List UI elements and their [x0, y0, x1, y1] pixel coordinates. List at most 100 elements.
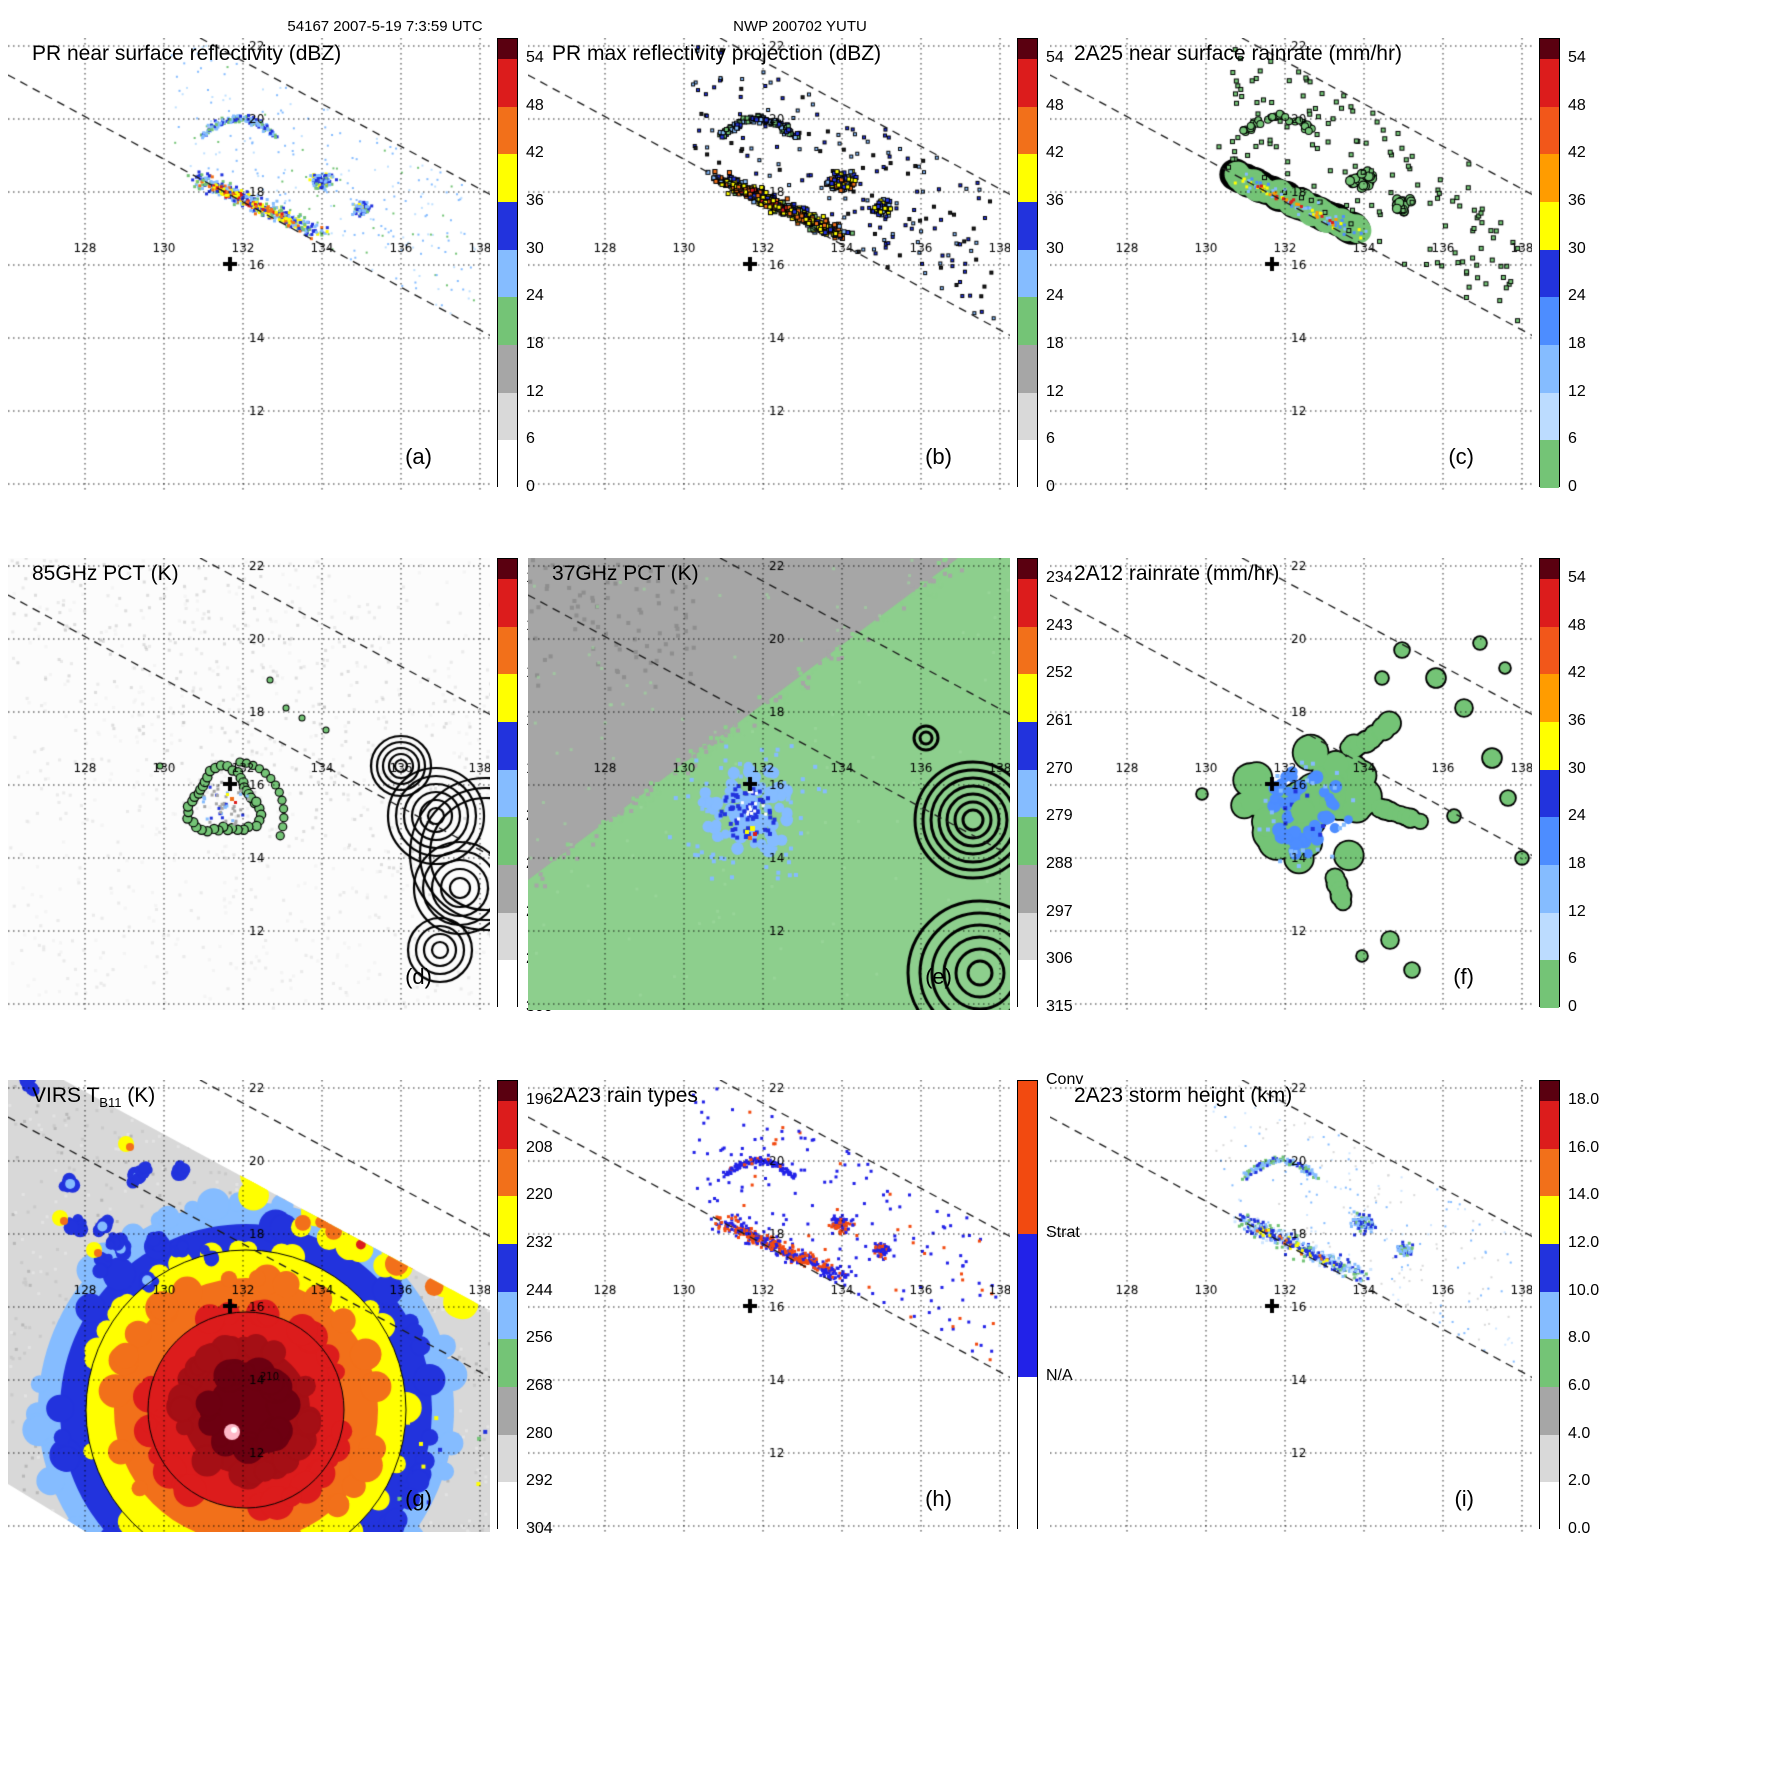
colorbar-tick-label: 2.0 [1568, 1472, 1591, 1490]
colorbar-segment [1018, 39, 1037, 60]
colorbar-segment [1540, 1244, 1559, 1293]
panel-e: 37GHz PCT (K) (e) 2342432522612702792882… [520, 550, 1110, 1085]
panel-f: 2A12 rainrate (mm/hr) (f) 54 48 42 36 30 24 18… [1042, 550, 1632, 1085]
colorbar-segment [1018, 345, 1037, 394]
panel-letter: (f) [1453, 964, 1474, 989]
colorbar-tick-label: 36 [1568, 712, 1586, 730]
colorbar-tick-label: 12.0 [1568, 1234, 1600, 1252]
colorbar-segment [1018, 1377, 1037, 1531]
colorbar-segment [1018, 249, 1037, 298]
colorbar-segment [498, 392, 517, 441]
map-canvas [8, 38, 490, 490]
colorbar-tick-label: 4.0 [1568, 1424, 1591, 1442]
colorbar-segment [498, 769, 517, 818]
panel-title: 37GHz PCT (K) [552, 562, 699, 585]
colorbar-segment [1540, 559, 1559, 580]
colorbar-segment [498, 345, 517, 394]
colorbar-tick-label: 6 [1568, 950, 1577, 968]
colorbar-segment [498, 1196, 517, 1245]
map-canvas [1050, 558, 1532, 1010]
map-h: 2A23 rain types (h) [528, 1080, 1010, 1532]
colorbar-tick-label: 42 [1568, 144, 1586, 162]
colorbar-segment [498, 960, 517, 1009]
colorbar-segment [1018, 769, 1037, 818]
map-canvas [528, 1080, 1010, 1532]
colorbar-segment [498, 440, 517, 489]
panel-letter: (e) [925, 964, 952, 989]
colorbar-segment [1018, 297, 1037, 346]
colorbar [1017, 1080, 1038, 1531]
colorbar-tick-label: 6 [1568, 430, 1577, 448]
panel-title: 85GHz PCT (K) [32, 562, 179, 585]
map-e: 37GHz PCT (K) (e) [528, 558, 1010, 1010]
colorbar-segment [498, 579, 517, 628]
map-f: 2A12 rainrate (mm/hr) (f) [1050, 558, 1532, 1010]
colorbar-segment [1018, 912, 1037, 961]
title-pre: VIRS T [32, 1084, 100, 1107]
colorbar-container: 18.0 16.0 14.0 12.0 10.0 8.0 6.0 4.0 2.0 0.0 [1539, 1080, 1631, 1550]
colorbar-segment [1018, 59, 1037, 108]
colorbar-tick-label: 48 [1568, 96, 1586, 114]
colorbar [497, 1080, 518, 1531]
map-c: 2A25 near surface rainrate (mm/hr) (c) [1050, 38, 1532, 490]
colorbar-segment [1018, 865, 1037, 914]
colorbar [1539, 1080, 1560, 1531]
colorbar-segment [498, 1244, 517, 1293]
colorbar-segment [1018, 1233, 1037, 1378]
colorbar-segment [1018, 440, 1037, 489]
colorbar [1017, 558, 1038, 1009]
title-sub: B11 [99, 1095, 122, 1111]
panel-letter: (a) [405, 444, 432, 469]
map-canvas [1050, 1080, 1532, 1532]
colorbar-segment [1540, 154, 1559, 203]
colorbar-segment [1018, 722, 1037, 771]
colorbar-segment [498, 202, 517, 251]
title-post: (K) [121, 1084, 156, 1107]
colorbar-tick-label: 8.0 [1568, 1329, 1591, 1347]
map-a: PR near surface reflectivity (dBZ) (a) [8, 38, 490, 490]
colorbar-tick-label: 18 [1568, 855, 1586, 873]
colorbar-tick-label: 0.0 [1568, 1520, 1591, 1537]
colorbar-segment [1018, 1081, 1037, 1235]
colorbar-tick-label: 54 [1568, 49, 1586, 67]
colorbar-segment [1540, 1291, 1559, 1340]
colorbar-segment [1540, 769, 1559, 818]
map-i: 2A23 storm height (km) (i) [1050, 1080, 1532, 1532]
colorbar-tick-label: 48 [1568, 616, 1586, 634]
colorbar [1539, 558, 1560, 1009]
colorbar-segment [1540, 626, 1559, 675]
colorbar-container: ConvStratN/A [1017, 1071, 1109, 1550]
colorbar-segment [1018, 106, 1037, 155]
colorbar-segment [498, 674, 517, 723]
colorbar-segment [1540, 1081, 1559, 1102]
panel-letter: (i) [1454, 1486, 1474, 1511]
colorbar-segment [1540, 39, 1559, 60]
colorbar-segment [1018, 392, 1037, 441]
map-canvas [528, 558, 1010, 1010]
colorbar-segment [498, 1434, 517, 1483]
panel-i: 2A23 storm height (km) (i) 18.0 16.0 14.0 1… [1042, 1072, 1632, 1607]
colorbar-segment [1540, 722, 1559, 771]
map-d: 85GHz PCT (K) (d) [8, 558, 490, 1010]
colorbar-segment [1540, 440, 1559, 489]
colorbar-segment [498, 297, 517, 346]
colorbar-tick-label: 24 [1568, 287, 1586, 305]
panel-title: VIRS TB11 (K) [32, 1084, 155, 1110]
panel-a: PR near surface reflectivity (dBZ) (a) 5… [0, 30, 590, 565]
colorbar-tick-label: 16.0 [1568, 1138, 1600, 1156]
colorbar-segment [1540, 1339, 1559, 1388]
colorbar [497, 558, 518, 1009]
colorbar-segment [1540, 674, 1559, 723]
colorbar-segment [498, 722, 517, 771]
colorbar-segment [1540, 297, 1559, 346]
panel-g: VIRS TB11 (K) (g) 1962082202322442562682… [0, 1072, 590, 1607]
colorbar-tick-label: 0 [1568, 998, 1577, 1015]
colorbar-tick-label: 18.0 [1568, 1091, 1600, 1109]
colorbar-segment [1018, 559, 1037, 580]
panel-letter: (h) [925, 1486, 952, 1511]
panel-title: 2A23 storm height (km) [1074, 1084, 1293, 1107]
panel-title: PR max reflectivity projection (dBZ) [552, 42, 882, 65]
panel-title: 2A12 rainrate (mm/hr) [1074, 562, 1280, 585]
colorbar-segment [1540, 1387, 1559, 1436]
